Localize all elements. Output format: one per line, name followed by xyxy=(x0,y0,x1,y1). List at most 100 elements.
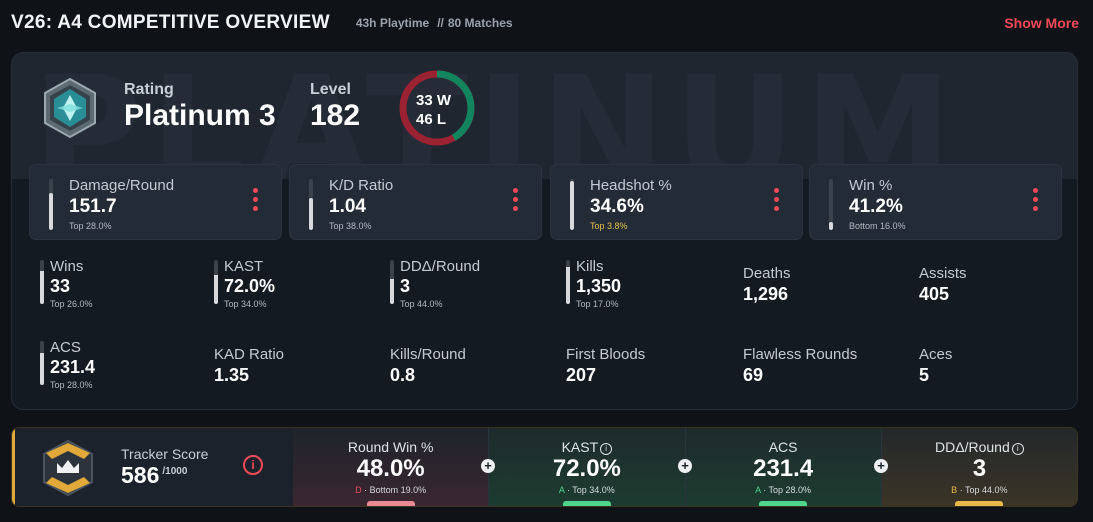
grade-pill xyxy=(562,501,611,506)
tracker-cell-grade: D · Bottom 19.0% xyxy=(355,485,427,495)
tracker-cell-label: Round Win % xyxy=(347,439,434,455)
tracker-cell-value: 3 xyxy=(972,455,987,482)
tracker-cell-grade: A · Top 28.0% xyxy=(755,485,812,495)
stat-value: 72.0% xyxy=(224,276,276,296)
grade-pill xyxy=(366,501,415,506)
stat-percentile: Top 3.8% xyxy=(590,221,628,231)
tracker-score-label: Tracker Score xyxy=(121,446,209,462)
stat-card-damage-round[interactable]: Damage/Round 151.7 Top 28.0% xyxy=(29,164,282,240)
stat-label: K/D Ratio xyxy=(329,177,394,194)
more-options-icon[interactable] xyxy=(513,188,519,215)
stat-value: 1.04 xyxy=(329,196,366,217)
stat-label: Wins xyxy=(50,258,84,275)
stat-assists: Assists 405 xyxy=(919,258,1077,306)
stat-value: 151.7 xyxy=(69,196,117,217)
info-icon[interactable]: i xyxy=(1011,443,1024,455)
more-options-icon[interactable] xyxy=(1033,188,1039,215)
tracker-cell-label: KAST i xyxy=(489,439,684,455)
stat-label: KAD Ratio xyxy=(214,346,285,363)
stat-card-win-percent[interactable]: Win % 41.2% Bottom 16.0% xyxy=(809,164,1062,240)
stat-kast: KAST 72.0% Top 34.0% xyxy=(214,258,384,309)
stat-value: 1.35 xyxy=(214,365,250,385)
percentile-bar xyxy=(40,341,44,385)
plus-icon[interactable]: + xyxy=(874,459,888,473)
stat-label: Aces xyxy=(919,346,953,363)
playtime-label: 43h Playtime xyxy=(355,16,430,30)
tracker-cell-label: DDΔ/Round i xyxy=(882,439,1077,455)
tracker-cell-value: 72.0% xyxy=(552,455,621,482)
win-arc xyxy=(399,70,475,146)
level-block: Level 182 xyxy=(310,81,360,133)
stat-percentile: Top 28.0% xyxy=(69,221,112,231)
stat-kills-round: Kills/Round 0.8 xyxy=(390,339,560,387)
stat-aces: Aces 5 xyxy=(919,339,1077,387)
info-icon[interactable]: i xyxy=(600,443,613,455)
tracker-cell-label: ACS xyxy=(768,439,798,455)
stat-value: 69 xyxy=(743,365,764,385)
win-loss-ring xyxy=(399,70,475,146)
tracker-score-value: 586/1000 xyxy=(121,462,187,489)
stat-card-kd-ratio[interactable]: K/D Ratio 1.04 Top 38.0% xyxy=(289,164,542,240)
percentile-bar xyxy=(829,179,833,230)
stat-label: DDΔ/Round xyxy=(400,258,481,275)
platinum-rank-icon xyxy=(44,77,96,139)
percentile-bar xyxy=(309,179,313,230)
overview-panel: PLATINUM Rating Platinum 3 Level 182 33 … xyxy=(11,52,1078,410)
tracker-score-section: Tracker Score 586/1000 i xyxy=(12,428,293,506)
plus-icon[interactable]: + xyxy=(481,459,495,473)
losses-count: 46 L xyxy=(416,111,447,128)
stat-percentile: Top 28.0% xyxy=(50,380,93,390)
stat-label: Kills xyxy=(576,258,604,275)
stat-label: Assists xyxy=(919,265,967,282)
info-icon[interactable]: i xyxy=(243,455,263,475)
stat-value: 5 xyxy=(919,365,930,385)
tracker-cell-value: 48.0% xyxy=(356,455,425,482)
win-loss-text: 33 W 46 L xyxy=(416,91,451,129)
stat-value: 34.6% xyxy=(590,196,644,217)
rating-label: Rating xyxy=(124,81,174,98)
stat-percentile: Top 26.0% xyxy=(50,299,93,309)
tracker-cell-acs[interactable]: ACS 231.4 A · Top 28.0% xyxy=(684,428,881,506)
stat-label: First Bloods xyxy=(566,346,646,363)
stat-deaths: Deaths 1,296 xyxy=(743,258,913,306)
panel-header-bg xyxy=(12,53,1077,179)
stat-percentile: Top 17.0% xyxy=(576,299,619,309)
stat-value: 1,296 xyxy=(743,284,789,304)
tracker-cell-kast[interactable]: KAST i 72.0% A · Top 34.0% xyxy=(488,428,685,506)
header-meta: 43h Playtime //80 Matches xyxy=(356,16,513,30)
plus-icon[interactable]: + xyxy=(678,459,692,473)
stat-card-headshot[interactable]: Headshot % 34.6% Top 3.8% xyxy=(550,164,803,240)
stat-value: 405 xyxy=(919,284,950,304)
more-options-icon[interactable] xyxy=(774,188,780,215)
stat-kad-ratio: KAD Ratio 1.35 xyxy=(214,339,384,387)
stat-value: 207 xyxy=(566,365,597,385)
stat-value: 1,350 xyxy=(576,276,622,296)
tracker-cell-dd-round[interactable]: DDΔ/Round i 3 B · Top 44.0% xyxy=(880,428,1077,506)
matches-label: 80 Matches xyxy=(447,16,513,30)
more-options-icon[interactable] xyxy=(253,188,259,215)
show-more-link[interactable]: Show More xyxy=(1004,15,1079,31)
stat-label: Headshot % xyxy=(590,177,672,194)
stat-value: 33 xyxy=(50,276,71,296)
tracker-cell-round-win[interactable]: Round Win % 48.0% D · Bottom 19.0% xyxy=(293,428,489,506)
tracker-score-number: 586 xyxy=(121,462,160,488)
percentile-bar xyxy=(214,260,218,304)
rating-block: Rating Platinum 3 xyxy=(124,81,276,133)
page-title: V26: A4 COMPETITIVE OVERVIEW xyxy=(11,12,330,33)
tracker-score-bar: Tracker Score 586/1000 i Round Win % 48.… xyxy=(11,427,1078,507)
stat-kills: Kills 1,350 Top 17.0% xyxy=(566,258,736,309)
stat-percentile: Top 44.0% xyxy=(400,299,443,309)
stat-label: ACS xyxy=(50,339,81,356)
level-label: Level xyxy=(310,81,351,98)
stat-percentile: Top 34.0% xyxy=(224,299,267,309)
percentile-bar xyxy=(40,260,44,304)
stat-percentile: Bottom 16.0% xyxy=(849,221,906,231)
stat-label: Damage/Round xyxy=(69,177,175,194)
grade-pill xyxy=(759,501,808,506)
page-header: V26: A4 COMPETITIVE OVERVIEW 43h Playtim… xyxy=(11,10,1079,36)
tracker-score-max: /1000 xyxy=(162,466,188,477)
percentile-bar xyxy=(570,179,574,230)
level-value: 182 xyxy=(310,99,361,132)
stat-first-bloods: First Bloods 207 xyxy=(566,339,736,387)
tracker-cell-value: 231.4 xyxy=(753,455,814,482)
